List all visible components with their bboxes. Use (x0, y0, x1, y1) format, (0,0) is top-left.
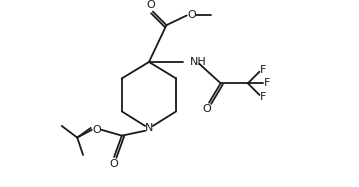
Text: NH: NH (190, 57, 206, 67)
Text: O: O (187, 10, 196, 20)
Text: O: O (92, 125, 101, 135)
Text: F: F (260, 65, 266, 75)
Text: O: O (203, 105, 211, 114)
Text: F: F (260, 92, 266, 102)
Text: N: N (145, 123, 153, 133)
Text: O: O (110, 159, 118, 169)
Text: F: F (264, 78, 270, 88)
Text: O: O (146, 0, 155, 10)
